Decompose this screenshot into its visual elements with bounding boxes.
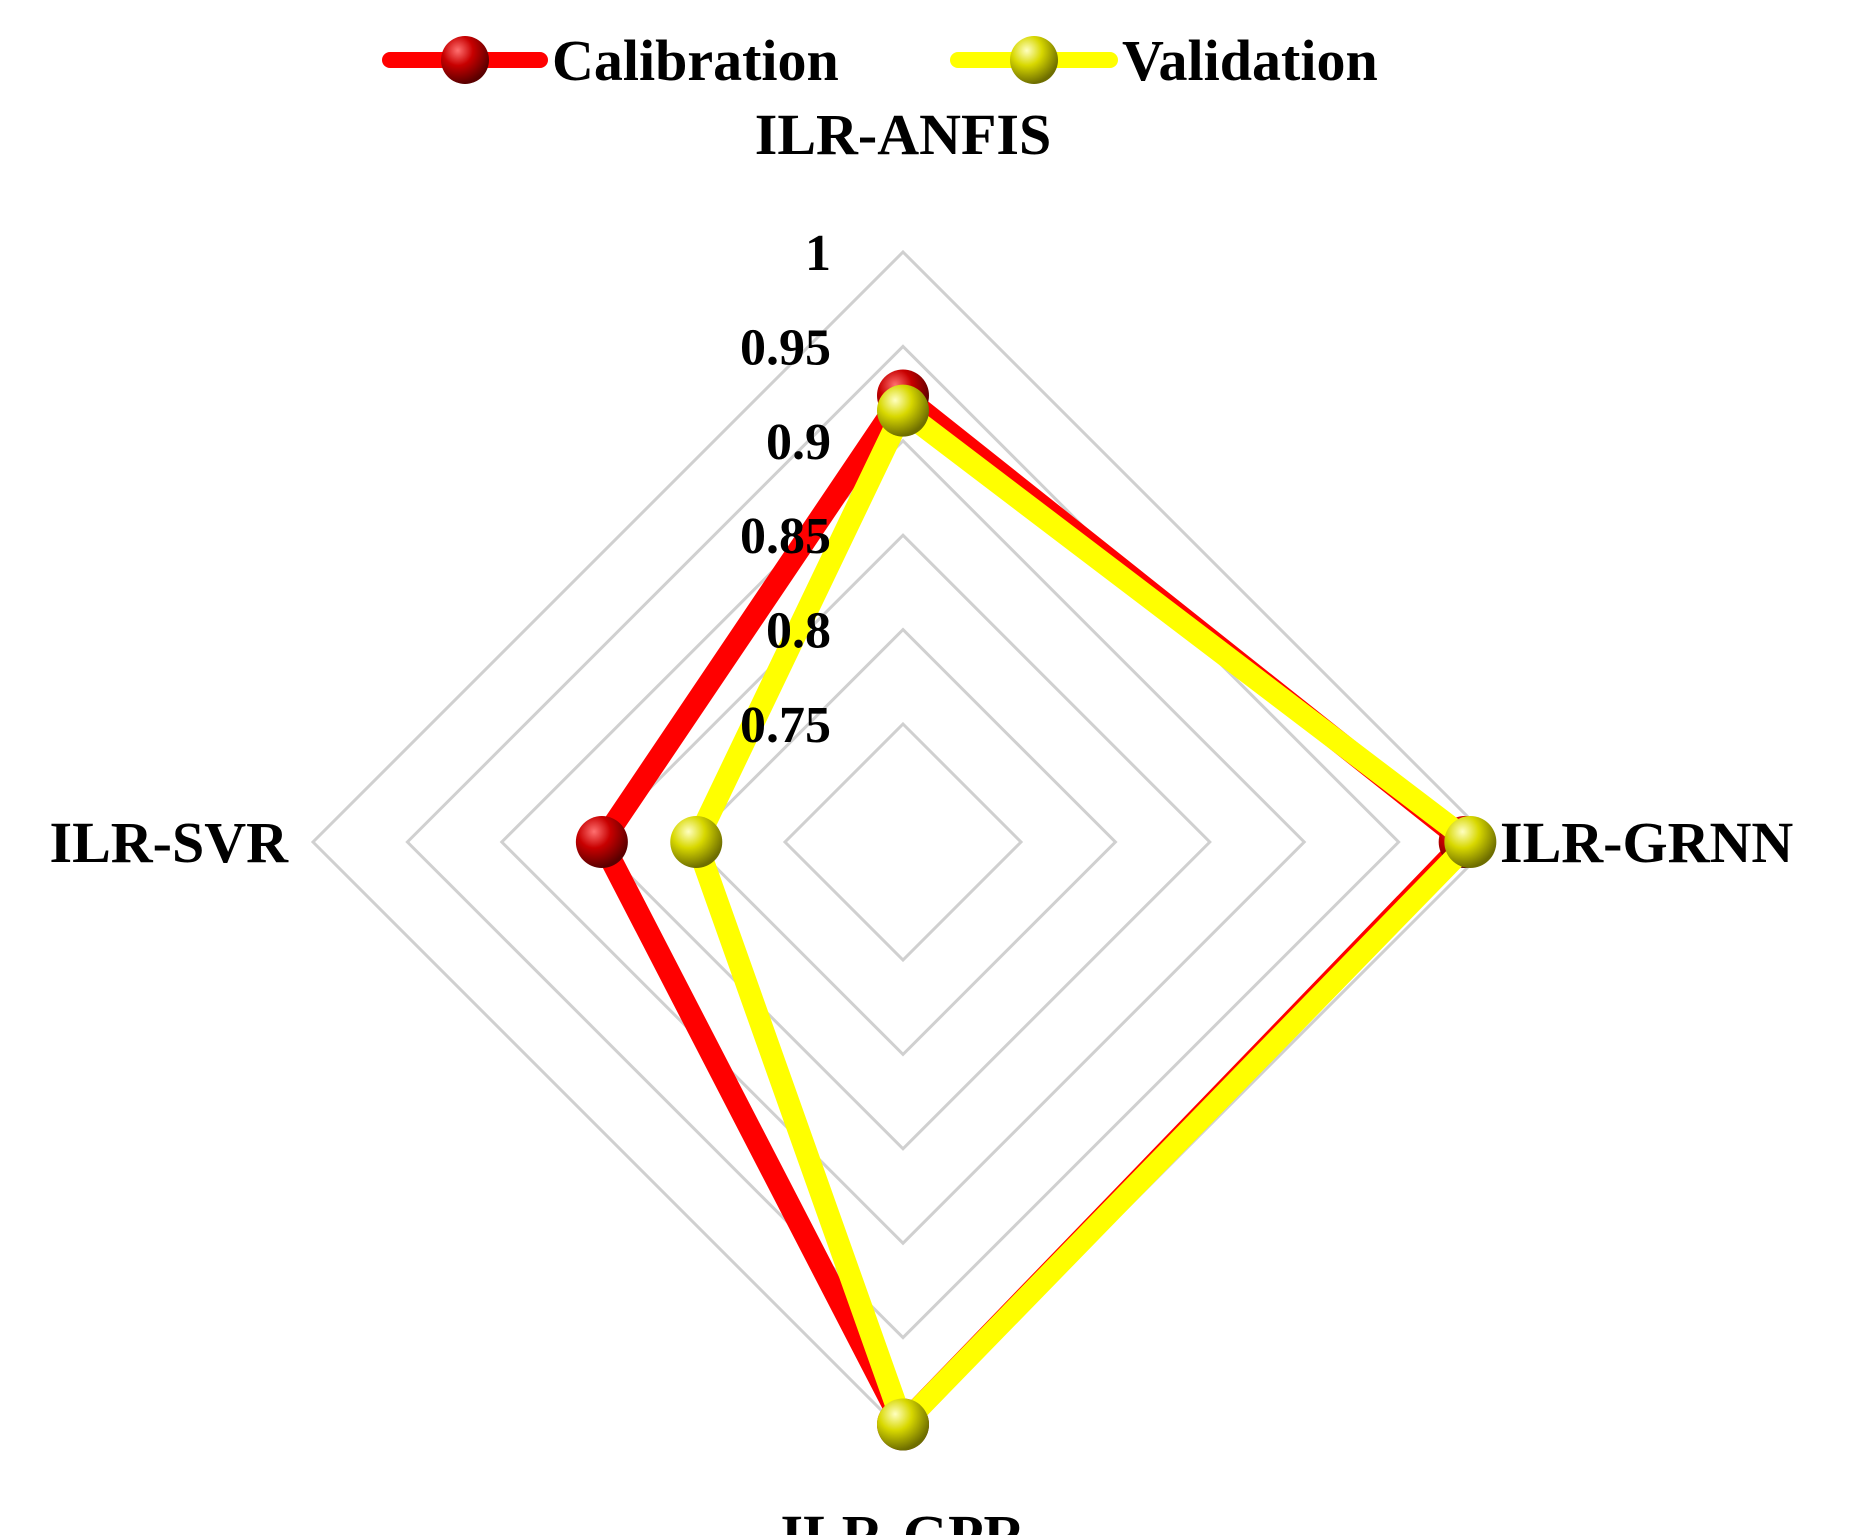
radar-series — [575, 369, 1497, 1451]
legend-label-validation: Validation — [1122, 28, 1378, 93]
grid-ring-0-75 — [782, 721, 1024, 963]
axis-label-ilr-grnn: ILR-GRNN — [1500, 810, 1793, 875]
legend-swatch-marker-validation — [1010, 36, 1058, 84]
marker-validation-ilr-anfis — [877, 384, 929, 437]
legend-label-calibration: Calibration — [552, 28, 839, 93]
legend-swatch-marker-calibration — [441, 36, 489, 84]
radar-axis-labels: ILR-ANFIS ILR-GRNN ILR-GPR ILR-SVR — [50, 102, 1794, 1540]
legend: Calibration Validation — [382, 28, 1378, 93]
grid-ring-0-95 — [405, 344, 1401, 1340]
marker-calibration-ilr-svr — [575, 816, 628, 868]
marker-validation-ilr-gpr — [877, 1398, 929, 1451]
tick-label-0-95: 0.95 — [740, 319, 831, 376]
tick-label-0-85: 0.85 — [740, 508, 831, 565]
legend-item-validation: Validation — [950, 28, 1378, 93]
axis-label-ilr-anfis: ILR-ANFIS — [755, 102, 1052, 167]
series-validation — [670, 384, 1497, 1451]
legend-item-calibration: Calibration — [382, 28, 839, 93]
tick-label-0-75: 0.75 — [740, 697, 831, 754]
grid-ring-0-8 — [688, 627, 1118, 1057]
tick-label-0-9: 0.9 — [766, 414, 831, 471]
marker-validation-ilr-grnn — [1444, 816, 1497, 868]
grid-ring-0-85 — [594, 533, 1212, 1151]
grid-ring-0-9 — [499, 438, 1307, 1246]
axis-label-ilr-svr: ILR-SVR — [50, 810, 290, 875]
marker-validation-ilr-svr — [670, 816, 723, 868]
tick-label-0-8: 0.8 — [766, 603, 831, 660]
radar-tick-labels: 0.75 0.8 0.85 0.9 0.95 1 — [740, 225, 831, 754]
axis-label-ilr-gpr: ILR-GPR — [781, 1503, 1027, 1535]
tick-label-1: 1 — [805, 225, 831, 282]
